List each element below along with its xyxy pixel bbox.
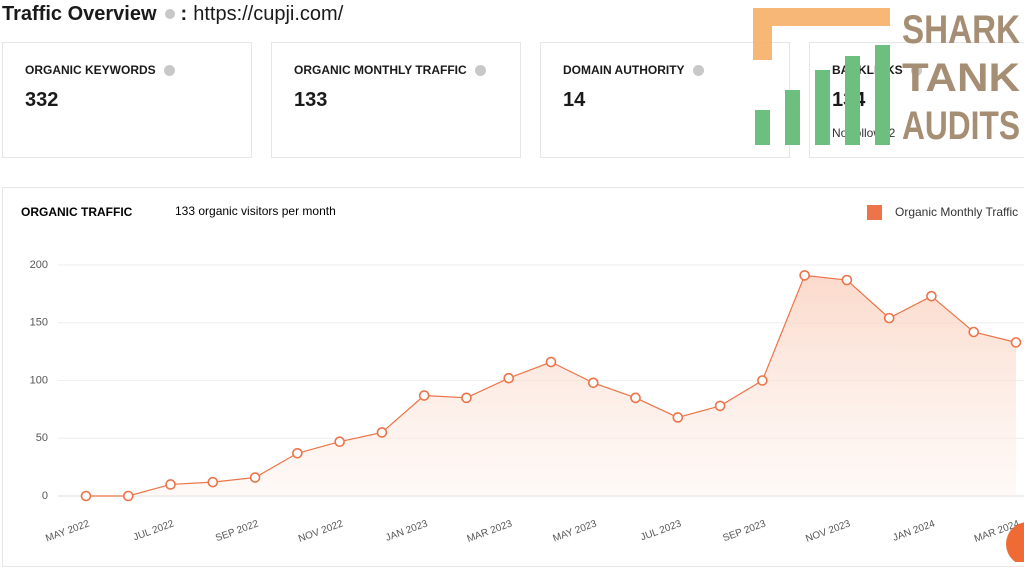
point [545, 356, 557, 368]
point [883, 312, 895, 324]
separator: : [180, 2, 188, 25]
y-tick-label: 200 [30, 259, 48, 271]
help-icon[interactable] [910, 64, 922, 76]
legend-swatch [867, 205, 882, 220]
x-tick-label: JUL 2023 [639, 518, 683, 543]
card-label: ORGANIC KEYWORDS [25, 63, 156, 77]
y-tick-label: 150 [30, 317, 48, 329]
x-tick-label: MAY 2023 [552, 518, 599, 544]
point [418, 390, 430, 401]
logo-text: SHARK [902, 8, 1020, 52]
x-tick-label: SEP 2022 [214, 518, 260, 544]
header: Traffic Overview : https://cupji.com/ [2, 0, 343, 28]
point [376, 427, 388, 438]
chat-button-circle[interactable] [1006, 522, 1024, 562]
logo-bar [755, 110, 770, 145]
point [503, 372, 515, 384]
area [86, 275, 1016, 496]
card-label-row: DOMAIN AUTHORITY [563, 63, 704, 77]
point [80, 490, 92, 502]
help-icon[interactable] [164, 9, 175, 19]
card-value: 14 [563, 89, 586, 111]
point [672, 412, 684, 423]
card-label: DOMAIN AUTHORITY [563, 63, 685, 77]
chat-button[interactable] [1000, 522, 1024, 562]
logo-bar [815, 70, 830, 145]
logo-frame [753, 8, 890, 60]
x-tick-label: NOV 2023 [804, 518, 852, 544]
chart-panel: ORGANIC TRAFFIC 133 organic visitors per… [2, 187, 1024, 567]
point [587, 377, 599, 389]
point [926, 290, 937, 302]
point [122, 490, 134, 502]
x-tick-label: JAN 2024 [891, 518, 936, 544]
logo-text: AUDITS [902, 104, 1020, 148]
point [968, 326, 980, 338]
help-icon[interactable] [692, 64, 704, 76]
x-tick-label: JAN 2023 [384, 518, 429, 544]
card-value: 332 [25, 89, 59, 111]
help-icon[interactable] [163, 64, 175, 76]
card-value: 133 [294, 89, 328, 111]
point [165, 479, 176, 490]
card-label-row: ORGANIC KEYWORDS [25, 63, 175, 77]
card-label-row: ORGANIC MONTHLY TRAFFIC [294, 63, 486, 77]
y-tick-label: 50 [36, 432, 48, 444]
x-tick-label: NOV 2022 [297, 518, 345, 544]
point [334, 436, 345, 448]
point [249, 472, 261, 483]
page-title: Traffic Overview [2, 2, 157, 25]
chart-title: ORGANIC TRAFFIC [21, 205, 133, 219]
logo-text: TANK [902, 56, 1020, 100]
point [1010, 337, 1022, 348]
card-label: ORGANIC MONTHLY TRAFFIC [294, 63, 467, 77]
point [207, 476, 219, 488]
point [630, 392, 641, 404]
point [461, 392, 472, 404]
x-tick-label: JUL 2022 [132, 518, 176, 543]
point [799, 270, 810, 281]
chart-subtitle: 133 organic visitors per month [175, 204, 336, 218]
logo-bar [785, 90, 800, 145]
x-tick-label: MAY 2022 [44, 518, 91, 544]
x-tick-label: MAR 2023 [466, 518, 515, 545]
chart: ORGANIC TRAFFIC 133 organic visitors per… [21, 204, 1024, 545]
metric-card: DOMAIN AUTHORITY 14 [540, 42, 790, 158]
legend-label: Organic Monthly Traffic [895, 205, 1018, 219]
metric-card: ORGANIC KEYWORDS 332 [2, 42, 252, 158]
point [714, 400, 726, 412]
point [757, 375, 768, 386]
y-tick-label: 100 [30, 374, 48, 386]
metric-card: ORGANIC MONTHLY TRAFFIC 133 [271, 42, 521, 158]
point [292, 447, 303, 459]
y-tick-label: 0 [42, 490, 48, 502]
logo-bar [845, 56, 860, 145]
site-url: https://cupji.com/ [193, 2, 344, 25]
help-icon[interactable] [474, 64, 486, 76]
x-tick-label: SEP 2023 [721, 518, 767, 544]
logo-bar [875, 45, 890, 145]
point [841, 274, 853, 286]
